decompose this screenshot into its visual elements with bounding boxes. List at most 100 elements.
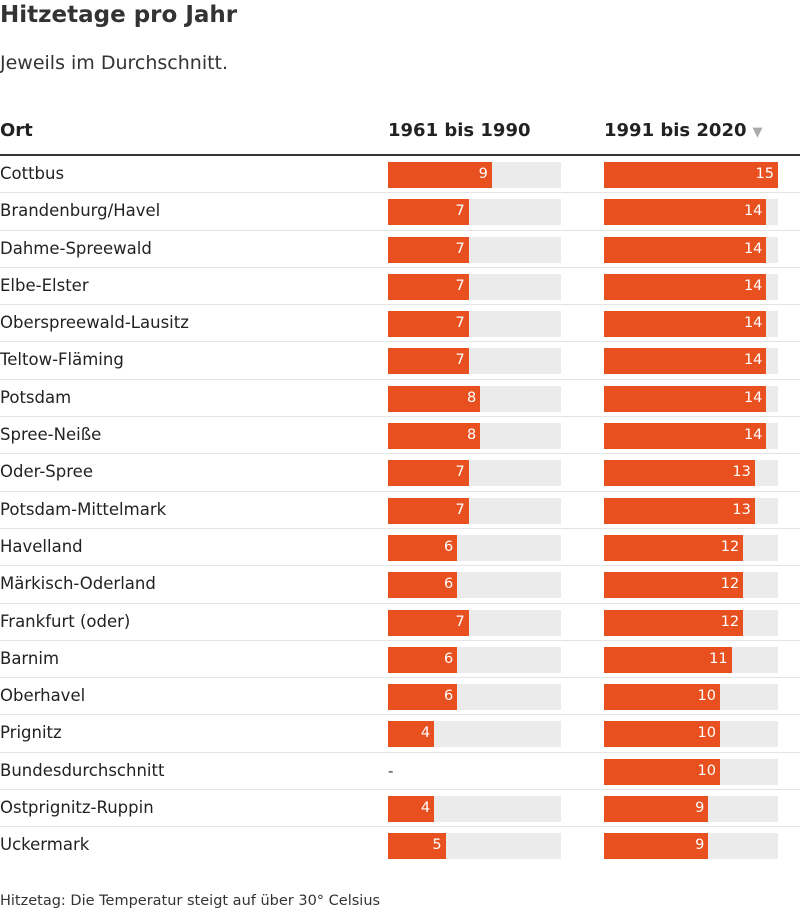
ort-label: Havelland: [0, 536, 83, 556]
column-header-1991-2020[interactable]: 1991 bis 2020 ▼: [604, 120, 763, 141]
table-row: Frankfurt (oder) 7 12: [0, 604, 800, 641]
bar-track-c1: 7: [388, 273, 561, 300]
bar-value-label: 5: [432, 837, 442, 854]
bar-c1: 7: [388, 273, 469, 300]
bar-value-label: 10: [697, 688, 716, 705]
bar-c1: 7: [388, 199, 469, 226]
bar-track-c1: 4: [388, 796, 561, 823]
bar-track-c2: 14: [604, 236, 778, 263]
bar-track-c2: 10: [604, 758, 778, 785]
bar-track-c2: 12: [604, 572, 778, 599]
missing-value: -: [388, 761, 394, 780]
bar-c2: 13: [604, 460, 755, 487]
table-row: Barnim 6 11: [0, 641, 800, 679]
bar-value-label: 9: [695, 800, 705, 817]
bar-track-c2: 9: [604, 796, 778, 823]
bar-value-label: 7: [455, 277, 465, 294]
bar-value-label: 6: [443, 688, 454, 705]
bar-value-label: 14: [743, 389, 763, 406]
footnote: Hitzetag: Die Temperatur steigt auf über…: [0, 893, 381, 909]
bar-value-label: 10: [697, 762, 716, 779]
bar-value-label: 14: [743, 203, 763, 220]
bar-value-label: 8: [467, 427, 477, 444]
bar-c1: 8: [388, 423, 481, 450]
column-header-1961-1990[interactable]: 1961 bis 1990: [388, 120, 531, 141]
ort-label: Oberspreewald-Lausitz: [0, 313, 189, 333]
bar-value-label: 7: [455, 501, 465, 518]
ort-label: Oder-Spree: [0, 462, 93, 482]
bar-track-c2: 12: [604, 609, 778, 636]
bar-c2: 13: [604, 497, 755, 524]
bar-value-label: 14: [743, 277, 763, 294]
bar-value-label: 7: [455, 613, 465, 630]
bar-track-c2: 14: [604, 273, 778, 300]
bar-c2: 10: [604, 758, 720, 785]
bar-track-c2: 14: [604, 423, 778, 450]
table-body: Cottbus 9 15 Brandenburg/Havel 7 14 Dahme-Spre…: [0, 156, 800, 865]
bar-value-label: 14: [743, 240, 763, 257]
bar-track-c1: 6: [388, 646, 561, 673]
bar-value-label: 10: [697, 725, 716, 742]
table-header: Ort 1961 bis 1990 1991 bis 2020 ▼: [0, 110, 800, 156]
bar-value-label: 12: [720, 576, 740, 593]
bar-value-label: 12: [720, 613, 740, 630]
ort-label: Elbe-Elster: [0, 275, 89, 295]
ort-label: Teltow-Fläming: [0, 350, 124, 370]
bar-c2: 14: [604, 385, 767, 412]
ort-label: Cottbus: [0, 164, 65, 183]
bar-c1: 7: [388, 311, 469, 338]
bar-c1: 6: [388, 646, 458, 673]
bar-value-label: 9: [478, 166, 488, 182]
bar-track-c2: 13: [604, 460, 778, 487]
table-row: Oder-Spree 7 13: [0, 454, 800, 492]
bar-value-label: 14: [743, 427, 763, 444]
bar-track-c1: 6: [388, 534, 561, 561]
table-row: Prignitz 4 10: [0, 715, 800, 753]
bar-value-label: 14: [743, 315, 763, 332]
triangle-down-icon[interactable]: ▼: [752, 125, 763, 140]
bar-c2: 12: [604, 534, 744, 561]
bar-c1: 4: [388, 796, 435, 823]
bar-track-c1: 9: [388, 162, 561, 188]
ort-label: Prignitz: [0, 723, 62, 743]
table-row: Oberhavel 6 10: [0, 678, 800, 716]
bar-track-c2: 10: [604, 721, 778, 748]
ort-label: Potsdam: [0, 387, 72, 407]
table-row: Märkisch-Oderland 6 12: [0, 566, 800, 604]
table-row: Ostprignitz-Ruppin 4 9: [0, 790, 800, 828]
table-row: Uckermark 5 9: [0, 827, 800, 864]
bar-c2: 15: [604, 162, 778, 188]
bar-value-label: 7: [455, 352, 465, 369]
bar-c1: 8: [388, 385, 481, 412]
table-row: Bundesdurchschnitt - 10: [0, 753, 800, 791]
bar-value-label: 11: [709, 650, 728, 667]
bar-value-label: 14: [743, 352, 763, 369]
bar-value-label: 9: [695, 837, 705, 854]
bar-track-c2: 12: [604, 534, 778, 561]
bar-value-label: 15: [755, 166, 774, 182]
bar-track-c2: 13: [604, 497, 778, 524]
column-header-label: 1991 bis 2020: [604, 120, 747, 141]
ort-label: Frankfurt (oder): [0, 611, 131, 631]
ort-label: Spree-Neiße: [0, 425, 102, 445]
chart-subtitle: Jeweils im Durchschnitt.: [0, 52, 229, 74]
ort-label: Ostprignitz-Ruppin: [0, 798, 154, 818]
bar-c2: 14: [604, 236, 767, 263]
bar-track-c2: 14: [604, 385, 778, 412]
bar-value-label: 4: [420, 800, 431, 817]
bar-c2: 14: [604, 311, 767, 338]
bar-value-label: 7: [455, 315, 465, 332]
table-row: Dahme-Spreewald 7 14: [0, 231, 800, 268]
column-header-ort[interactable]: Ort: [0, 120, 33, 141]
bar-c2: 10: [604, 684, 720, 711]
ort-label: Uckermark: [0, 835, 90, 855]
bar-value-label: 13: [732, 501, 751, 518]
bar-track-c2: 10: [604, 684, 778, 711]
bar-value-label: 8: [467, 389, 477, 406]
bar-track-c1: 8: [388, 423, 561, 450]
bar-c1: 6: [388, 534, 458, 561]
bar-c2: 14: [604, 348, 767, 375]
bar-track-c2: 14: [604, 348, 778, 375]
bar-c1: 7: [388, 460, 469, 487]
table-row: Havelland 6 12: [0, 529, 800, 567]
